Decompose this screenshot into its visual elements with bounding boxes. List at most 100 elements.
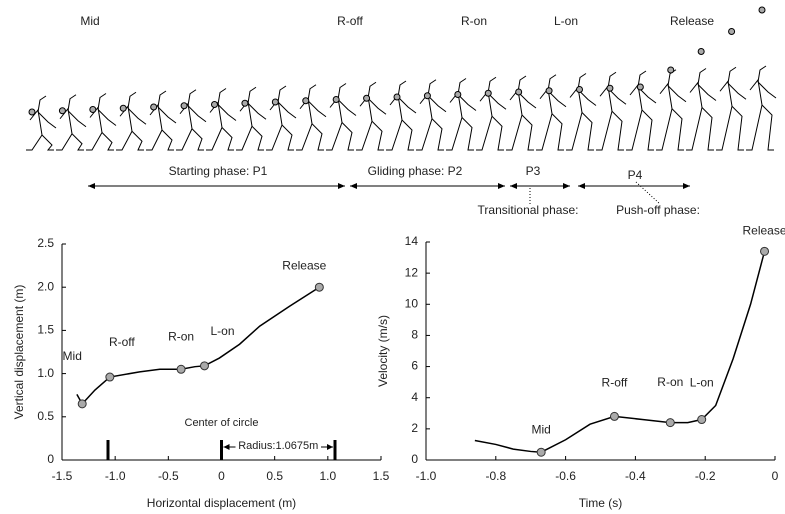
stick-figure [67,94,77,111]
point-label: R-off [602,376,628,390]
data-point [314,282,324,292]
stick-figure [157,90,167,108]
stick-figure [697,68,707,85]
shot-ball [758,6,766,14]
stick-figure [757,65,767,83]
point-label: Mid [63,349,82,363]
y-tick-label: 1.5 [37,323,54,337]
shot-ball [484,89,492,97]
stick-figure [551,113,564,151]
stick-figure [296,97,313,151]
event-label: Release [670,14,714,28]
stick-figure [547,90,567,108]
stick-figure [476,90,493,151]
annotation: Center of circle [185,417,259,429]
stick-figure [491,115,504,151]
data-point [697,415,707,425]
stick-figure [446,91,463,151]
stick-figure [427,95,447,113]
stick-figure [367,97,387,115]
phase-name: Transitional phase: [478,203,579,217]
stick-figure [127,91,137,109]
point-label: Release [743,224,785,238]
stick-figure [461,117,474,151]
point-label: Mid [531,422,550,436]
x-tick-label: 0.5 [266,469,283,483]
event-label: Mid [80,14,99,28]
stick-figure [281,124,294,151]
shot-ball [576,86,583,93]
stick-figure [206,101,223,151]
y-tick-label: 10 [405,296,419,310]
stick-figures [26,6,777,151]
phase-arrows [88,181,690,205]
stick-figure [626,83,643,151]
stick-figure [277,101,297,119]
x-axis-title: Horizontal displacement (m) [147,496,296,510]
stick-figure [641,109,654,151]
y-tick-label: 2 [411,421,418,435]
stick-figure [71,133,84,151]
stick-figure [416,92,433,151]
point-label: R-off [109,335,135,349]
stick-figure [611,110,624,151]
x-tick-label: -0.6 [555,469,576,483]
data-point [176,364,186,374]
stick-figure [67,110,87,128]
stick-figure [86,106,103,151]
x-tick-label: -0.4 [625,469,646,483]
x-tick-label: 0 [772,469,779,483]
shot-ball [728,28,736,35]
stick-figure [581,112,594,151]
stick-figure [157,106,177,124]
phase-label: P4 [628,168,643,182]
stick-figure [341,122,354,151]
stick-figure [127,107,147,125]
shot-ball [119,104,127,112]
stick-figure [457,78,467,95]
stick-figure [487,76,497,94]
stick-figure [101,132,114,151]
stick-figure [217,104,237,121]
y-tick-label: 2.5 [37,236,54,250]
stick-figure [761,104,774,151]
y-tick-label: 0 [47,452,54,466]
stick-figure [401,119,414,151]
shot-ball [393,93,401,101]
stick-figure [26,108,43,151]
stick-figure [577,89,597,106]
stick-figure [427,79,437,96]
stick-figure [596,85,613,151]
stick-figure [247,102,267,120]
stick-figure [487,92,507,110]
stick-figure [547,74,557,91]
stick-figure [457,94,477,111]
stick-figure [337,99,357,116]
shot-ball [271,98,279,106]
stick-figure [356,95,373,151]
shot-ball [58,107,66,115]
phase-label: Starting phase: P1 [169,164,268,178]
stick-figure [637,70,647,88]
shot-ball [363,94,371,102]
shot-ball [332,96,340,103]
data-point [77,399,87,409]
stick-figure [187,105,207,123]
x-tick-label: -1.0 [416,469,437,483]
stick-figure [757,81,777,99]
stick-figure [607,71,617,89]
stick-figure [367,81,377,99]
stick-figure [146,103,163,151]
stick-figure [656,82,673,151]
stick-figure [577,73,587,90]
stick-figure [187,89,197,106]
shot-ball [150,103,158,111]
point-label: L-on [690,376,714,390]
stick-figure [307,100,327,118]
stick-figure [161,129,174,151]
stick-figure [607,87,627,105]
event-label: L-on [554,14,578,28]
shot-ball [211,101,218,108]
x-tick-label: -0.5 [158,469,179,483]
